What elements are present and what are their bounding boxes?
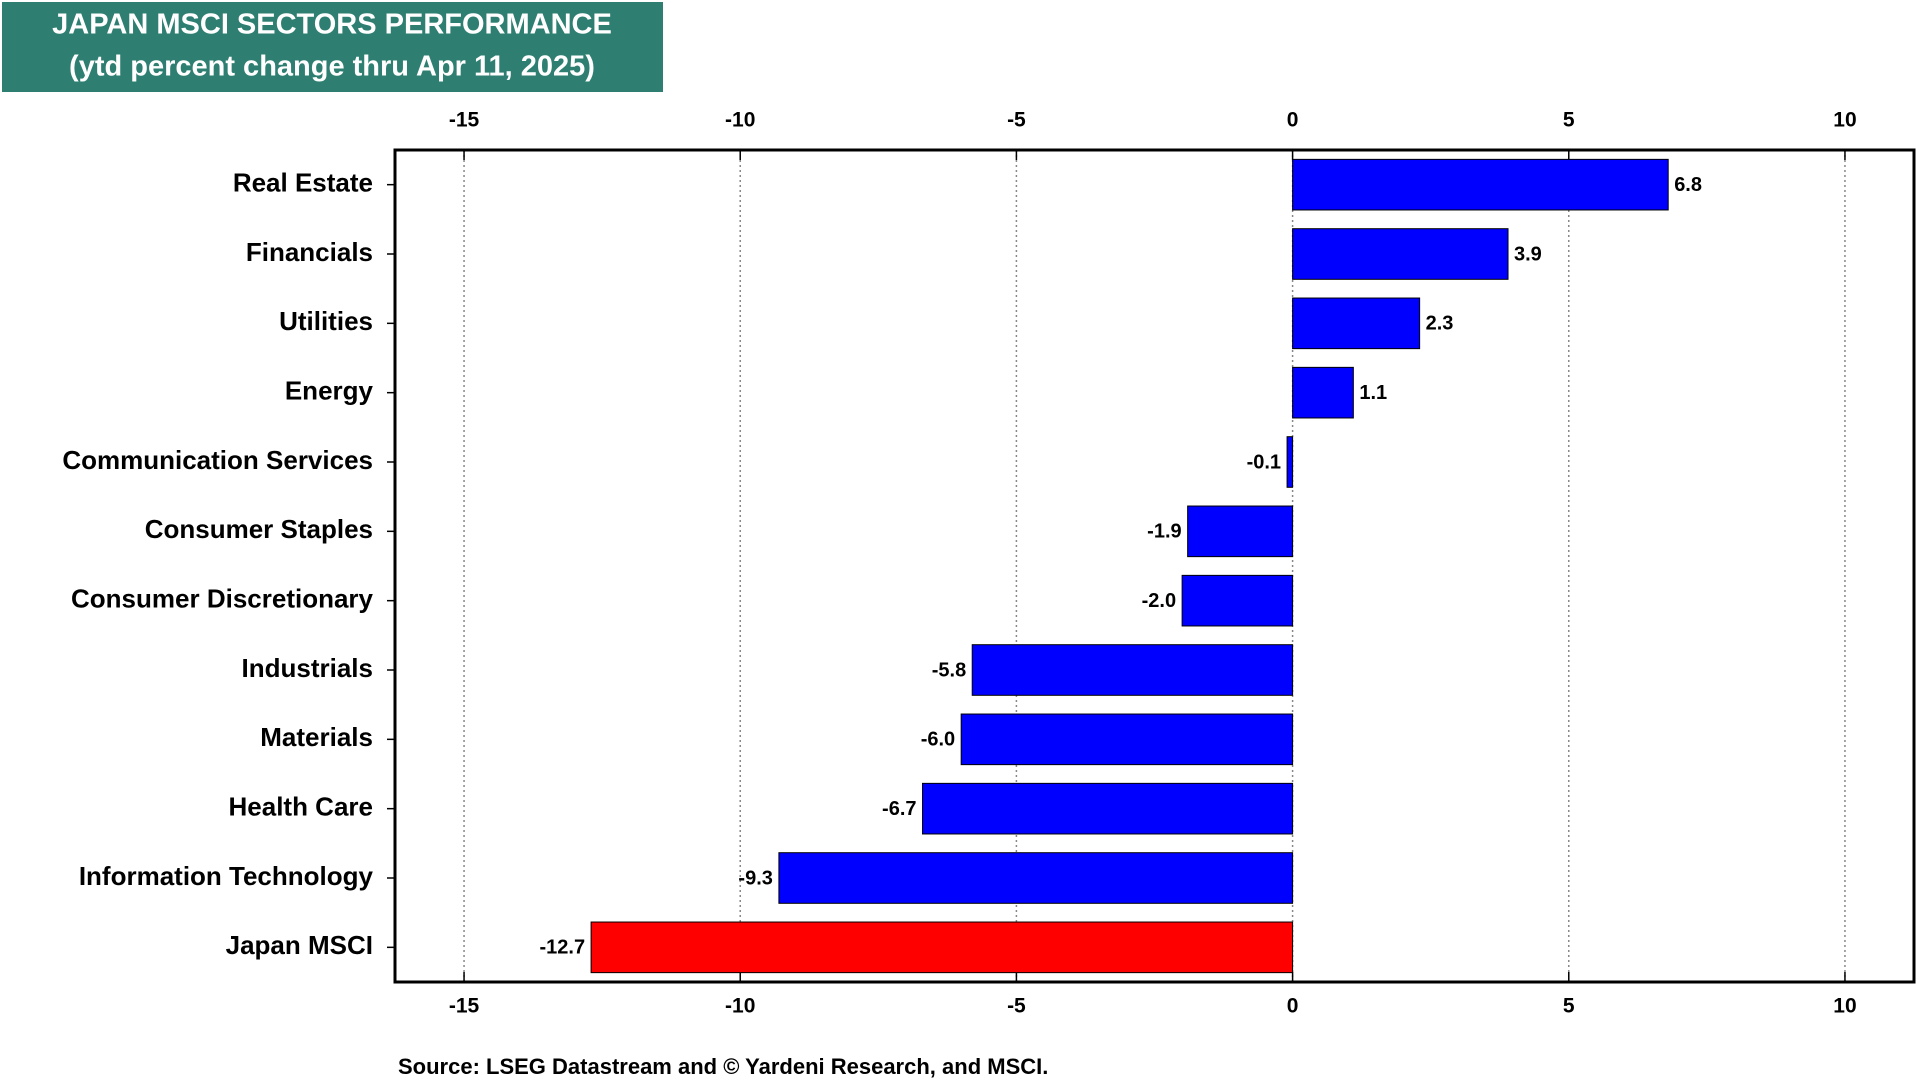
x-tick-label: -15 bbox=[449, 109, 480, 132]
value-label: -6.0 bbox=[921, 729, 955, 751]
x-tick-label: -10 bbox=[725, 995, 755, 1018]
y-tick-label: Energy bbox=[285, 376, 374, 406]
bar bbox=[1292, 158, 1669, 211]
bar bbox=[1292, 297, 1421, 350]
x-tick-label: -5 bbox=[1007, 995, 1026, 1018]
bar bbox=[971, 644, 1294, 696]
x-tick-label: 10 bbox=[1833, 109, 1856, 132]
y-tick-label: Materials bbox=[260, 722, 373, 752]
source-note: Source: LSEG Datastream and © Yardeni Re… bbox=[398, 1054, 1048, 1079]
value-label: -0.1 bbox=[1247, 451, 1281, 473]
title-box bbox=[2, 2, 663, 92]
bar bbox=[590, 921, 1294, 974]
y-tick-label: Consumer Staples bbox=[145, 514, 373, 544]
bar bbox=[1292, 228, 1509, 280]
x-tick-label: -15 bbox=[449, 995, 480, 1018]
value-label: 2.3 bbox=[1426, 313, 1454, 335]
y-tick-label: Communication Services bbox=[62, 445, 373, 475]
x-tick-label: 10 bbox=[1833, 995, 1856, 1018]
x-tick-label: -10 bbox=[725, 109, 755, 132]
y-tick-label: Consumer Discretionary bbox=[71, 584, 374, 614]
x-tick-label: 5 bbox=[1563, 109, 1575, 132]
value-label: -6.7 bbox=[882, 798, 916, 820]
x-tick-label: 0 bbox=[1287, 995, 1299, 1018]
bar bbox=[1181, 574, 1294, 627]
value-label: 1.1 bbox=[1359, 382, 1387, 404]
value-label: -2.0 bbox=[1142, 590, 1176, 612]
value-label: 3.9 bbox=[1514, 243, 1542, 265]
x-tick-label: 5 bbox=[1563, 995, 1575, 1018]
x-tick-label: 0 bbox=[1287, 109, 1299, 132]
chart-subtitle: (ytd percent change thru Apr 11, 2025) bbox=[69, 51, 595, 83]
value-label: -9.3 bbox=[738, 867, 772, 889]
bar bbox=[922, 782, 1294, 835]
y-tick-label: Health Care bbox=[229, 792, 374, 822]
plot-frame bbox=[393, 148, 1916, 984]
value-label: -5.8 bbox=[932, 659, 966, 681]
y-tick-label: Real Estate bbox=[233, 168, 373, 198]
value-label: -12.7 bbox=[539, 937, 585, 959]
chart-title: JAPAN MSCI SECTORS PERFORMANCE bbox=[52, 9, 612, 41]
y-tick-label: Information Technology bbox=[79, 861, 374, 891]
bar bbox=[1187, 505, 1294, 558]
y-tick-label: Industrials bbox=[242, 653, 373, 683]
y-tick-label: Financials bbox=[246, 237, 373, 267]
bar bbox=[960, 713, 1294, 766]
y-tick-label: Utilities bbox=[279, 306, 373, 336]
bar bbox=[1286, 436, 1294, 488]
x-tick-label: -5 bbox=[1007, 109, 1026, 132]
value-label: 6.8 bbox=[1674, 174, 1702, 196]
bar bbox=[778, 852, 1294, 904]
y-tick-label: Japan MSCI bbox=[226, 930, 373, 960]
bar bbox=[1292, 366, 1354, 419]
value-label: -1.9 bbox=[1147, 521, 1181, 543]
